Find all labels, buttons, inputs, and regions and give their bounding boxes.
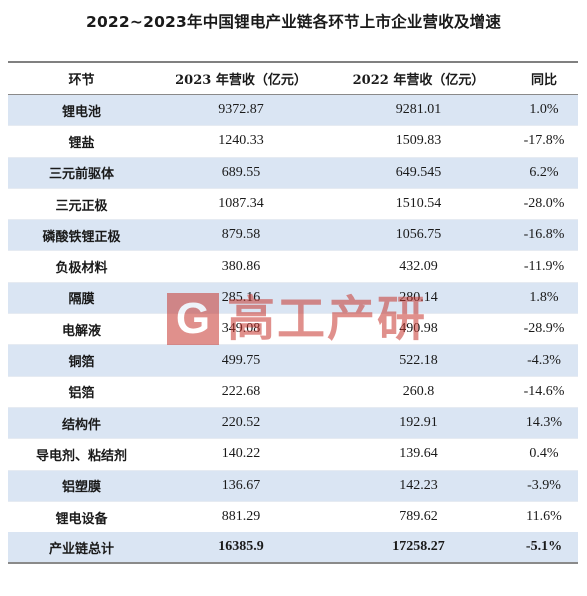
table-row: 锂盐 1240.33 1509.83 -17.8% (8, 125, 578, 158)
cell-yoy: -28.9% (510, 313, 578, 345)
table-row: 磷酸铁锂正极 879.58 1056.75 -16.8% (8, 219, 578, 251)
cell-rev2022: 789.62 (327, 500, 510, 533)
cell-rev2022: 192.91 (327, 406, 510, 439)
cell-rev2023: 222.68 (155, 375, 327, 408)
cell-rev2022: 432.09 (327, 250, 510, 283)
table-row: 导电剂、粘结剂 140.22 139.64 0.4% (8, 438, 578, 471)
cell-rev2023: 689.55 (155, 156, 327, 189)
col-header-rev2022: 2022 年营收（亿元） (327, 63, 510, 95)
cell-rev2022: 9281.01 (327, 93, 510, 126)
cell-rev2023: 140.22 (155, 438, 327, 471)
table-row: 铜箔 499.75 522.18 -4.3% (8, 344, 578, 377)
total-cell-rev2023: 16385.9 (155, 532, 327, 565)
table-row: 铝箔 222.68 260.8 -14.6% (8, 375, 578, 408)
cell-segment-name: 铝箔 (8, 375, 155, 408)
cell-rev2022: 260.8 (327, 375, 510, 408)
cell-yoy: 11.6% (510, 500, 578, 533)
col-header-rev2023: 2023 年营收（亿元） (155, 63, 327, 95)
table-row: 三元前驱体 689.55 649.545 6.2% (8, 156, 578, 189)
table-row: 铝塑膜 136.67 142.23 -3.9% (8, 469, 578, 502)
revenue-table: 环节 2023 年营收（亿元） 2022 年营收（亿元） 同比 锂电池 9372.… (8, 63, 578, 565)
cell-segment-name: 铜箔 (8, 344, 155, 377)
cell-yoy: 6.2% (510, 156, 578, 189)
table-row: 负极材料 380.86 432.09 -11.9% (8, 250, 578, 283)
cell-rev2023: 285.16 (155, 281, 327, 314)
cell-yoy: 1.8% (510, 281, 578, 314)
cell-rev2023: 1240.33 (155, 125, 327, 158)
total-cell-segment-name: 产业链总计 (8, 532, 155, 565)
cell-rev2023: 136.67 (155, 469, 327, 502)
table-row: 电解液 349.08 490.98 -28.9% (8, 313, 578, 345)
cell-rev2023: 9372.87 (155, 93, 327, 126)
cell-rev2022: 522.18 (327, 344, 510, 377)
cell-yoy: -4.3% (510, 344, 578, 377)
cell-rev2023: 879.58 (155, 219, 327, 251)
cell-segment-name: 隔膜 (8, 281, 155, 314)
cell-segment-name: 锂电设备 (8, 500, 155, 533)
cell-segment-name: 三元前驱体 (8, 156, 155, 189)
title-divider (8, 61, 578, 63)
cell-rev2022: 139.64 (327, 438, 510, 471)
col-header-yoy: 同比 (510, 63, 578, 95)
table-total-row: 产业链总计 16385.9 17258.27 -5.1% (8, 532, 578, 565)
table-row: 锂电设备 881.29 789.62 11.6% (8, 500, 578, 533)
cell-rev2023: 349.08 (155, 313, 327, 345)
cell-segment-name: 铝塑膜 (8, 469, 155, 502)
table-row: 隔膜 285.16 280.14 1.8% (8, 281, 578, 314)
cell-yoy: -16.8% (510, 219, 578, 251)
table-row: 锂电池 9372.87 9281.01 1.0% (8, 93, 578, 126)
cell-rev2022: 1056.75 (327, 219, 510, 251)
table-header-row: 环节 2023 年营收（亿元） 2022 年营收（亿元） 同比 (8, 63, 578, 95)
cell-yoy: 1.0% (510, 93, 578, 126)
table-row: 三元正极 1087.34 1510.54 -28.0% (8, 187, 578, 220)
table-body: 锂电池 9372.87 9281.01 1.0% 锂盐 1240.33 1509.83 -17… (8, 93, 578, 565)
cell-rev2023: 881.29 (155, 500, 327, 533)
cell-rev2023: 1087.34 (155, 187, 327, 220)
cell-rev2022: 142.23 (327, 469, 510, 502)
table-title: 2022~2023年中国锂电产业链各环节上市企业营收及增速 (85, 13, 502, 31)
cell-segment-name: 导电剂、粘结剂 (8, 438, 155, 471)
cell-segment-name: 三元正极 (8, 187, 155, 220)
cell-segment-name: 电解液 (8, 313, 155, 345)
cell-segment-name: 锂电池 (8, 93, 155, 126)
cell-rev2022: 1510.54 (327, 187, 510, 220)
cell-segment-name: 结构件 (8, 406, 155, 439)
cell-yoy: 0.4% (510, 438, 578, 471)
table-row: 结构件 220.52 192.91 14.3% (8, 406, 578, 439)
cell-segment-name: 锂盐 (8, 125, 155, 158)
cell-rev2022: 649.545 (327, 156, 510, 189)
cell-rev2023: 220.52 (155, 406, 327, 439)
cell-yoy: -28.0% (510, 187, 578, 220)
cell-rev2022: 280.14 (327, 281, 510, 314)
total-cell-yoy: -5.1% (510, 532, 578, 565)
cell-rev2022: 1509.83 (327, 125, 510, 158)
cell-rev2022: 490.98 (327, 313, 510, 345)
cell-yoy: 14.3% (510, 406, 578, 439)
col-header-segment: 环节 (8, 63, 155, 95)
cell-yoy: -17.8% (510, 125, 578, 158)
cell-yoy: -14.6% (510, 375, 578, 408)
cell-rev2023: 499.75 (155, 344, 327, 377)
cell-rev2023: 380.86 (155, 250, 327, 283)
cell-yoy: -11.9% (510, 250, 578, 283)
cell-segment-name: 磷酸铁锂正极 (8, 219, 155, 251)
total-cell-rev2022: 17258.27 (327, 532, 510, 565)
cell-yoy: -3.9% (510, 469, 578, 502)
cell-segment-name: 负极材料 (8, 250, 155, 283)
